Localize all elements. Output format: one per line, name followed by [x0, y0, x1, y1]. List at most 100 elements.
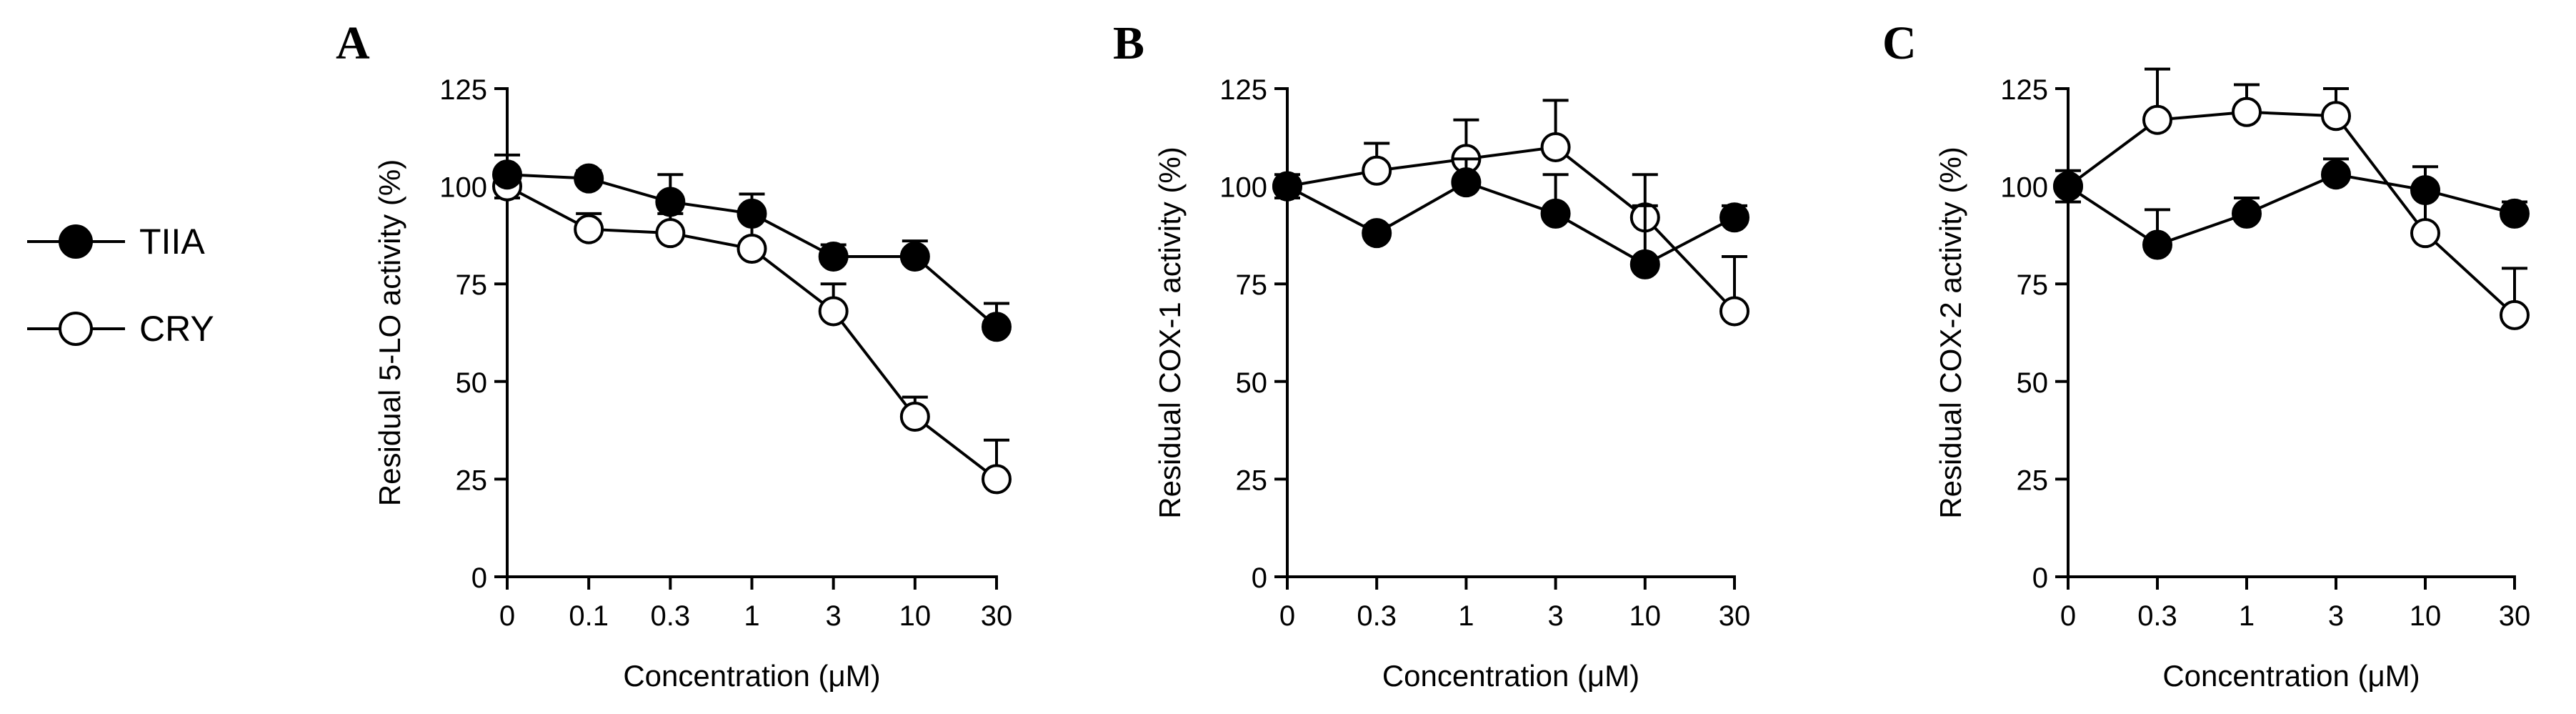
- series-cry: [492, 171, 1012, 495]
- data-point: [1540, 198, 1571, 229]
- y-tick-label: 50: [2017, 367, 2049, 399]
- series-line-tiia: [2067, 173, 2515, 247]
- data-point: [2321, 101, 2351, 132]
- series-tiia: [492, 153, 1012, 342]
- x-tick-label: 10: [2410, 600, 2442, 632]
- y-tick-label: 75: [2017, 269, 2049, 301]
- data-point: [1272, 171, 1302, 202]
- x-axis-title: Concentration (μM): [2162, 659, 2420, 693]
- y-tick-label: 25: [2017, 465, 2049, 496]
- legend-marker-cry: [59, 312, 93, 346]
- y-tick-label: 100: [439, 172, 487, 204]
- series-line-cry: [1287, 145, 1736, 312]
- y-tick-label: 75: [456, 269, 488, 301]
- y-tick-label: 25: [456, 465, 488, 496]
- data-point: [737, 234, 767, 264]
- x-tick-label: 30: [2499, 600, 2531, 632]
- series-line-cry: [2067, 110, 2516, 317]
- x-tick-label: 1: [744, 600, 759, 632]
- data-point: [2232, 198, 2262, 229]
- data-point: [1629, 249, 1660, 279]
- x-tick-label: 10: [1629, 600, 1662, 632]
- x-tick-label: 0.1: [569, 600, 609, 632]
- series-cry: [2053, 67, 2530, 330]
- y-tick-label: 125: [439, 74, 487, 106]
- data-point: [2410, 175, 2440, 206]
- data-point: [2500, 198, 2530, 229]
- data-point: [818, 296, 849, 327]
- series-cry: [1272, 99, 1749, 327]
- x-tick-label: 0: [1279, 600, 1295, 632]
- x-tick-label: 0: [2060, 600, 2076, 632]
- data-point: [2321, 159, 2351, 190]
- data-point: [2142, 104, 2172, 135]
- data-point: [1719, 296, 1749, 327]
- y-tick-label: 75: [1236, 269, 1268, 301]
- data-point: [737, 198, 767, 229]
- legend-label-cry: CRY: [139, 309, 214, 349]
- series-tiia: [2053, 157, 2530, 260]
- x-tick-label: 1: [2239, 600, 2255, 632]
- data-point: [492, 159, 522, 190]
- data-point: [655, 187, 686, 217]
- data-point: [2500, 299, 2530, 330]
- series-line-tiia: [1287, 180, 1735, 267]
- data-point: [2142, 229, 2172, 260]
- legend-marker-tiia: [59, 224, 93, 259]
- x-tick-label: 0.3: [1357, 600, 1397, 632]
- y-tick-label: 125: [1219, 74, 1267, 106]
- data-point: [982, 312, 1012, 342]
- y-tick-label: 25: [1236, 465, 1268, 496]
- panel-letter: C: [1882, 17, 1917, 69]
- data-point: [1719, 202, 1749, 233]
- x-tick-label: 3: [2328, 600, 2344, 632]
- data-point: [1362, 218, 1392, 249]
- x-tick-label: 3: [826, 600, 842, 632]
- x-tick-label: 3: [1547, 600, 1563, 632]
- legend-item-tiia: TIIA: [27, 222, 205, 262]
- data-point: [899, 401, 930, 432]
- y-tick-label: 50: [1236, 367, 1268, 399]
- data-point: [1540, 132, 1571, 162]
- y-axis-title: Residual COX-1 activity (%): [1153, 147, 1187, 518]
- data-point: [818, 241, 849, 272]
- x-tick-label: 10: [899, 600, 932, 632]
- legend-label-tiia: TIIA: [139, 222, 205, 262]
- data-point: [655, 218, 686, 249]
- y-tick-label: 125: [2000, 74, 2048, 106]
- y-tick-label: 100: [1219, 172, 1267, 204]
- data-point: [2053, 171, 2083, 202]
- legend-item-cry: CRY: [27, 309, 214, 349]
- data-point: [2410, 218, 2440, 249]
- y-tick-label: 50: [456, 367, 488, 399]
- data-point: [982, 464, 1012, 495]
- data-point: [1362, 155, 1392, 186]
- data-point: [574, 214, 604, 244]
- series-tiia: [1272, 157, 1749, 279]
- data-point: [2232, 96, 2262, 127]
- x-axis-title: Concentration (μM): [1382, 659, 1639, 693]
- y-axis-title: Residual COX-2 activity (%): [1934, 147, 1967, 518]
- legend: TIIA CRY: [27, 222, 214, 349]
- y-tick-label: 100: [2000, 172, 2048, 204]
- x-tick-label: 0.3: [651, 600, 691, 632]
- data-point: [1451, 167, 1482, 198]
- data-point: [899, 241, 930, 272]
- data-point: [574, 163, 604, 194]
- y-axis-title: Residual 5-LO activity (%): [373, 159, 406, 506]
- panel-b: B 0 25 50 75 100 125 0 0.3 1 3 10 30 Concentration (μ…: [1113, 17, 1750, 693]
- x-tick-label: 0.3: [2137, 600, 2177, 632]
- y-tick-label: 0: [471, 562, 487, 594]
- x-tick-label: 1: [1458, 600, 1474, 632]
- panel-letter: B: [1113, 17, 1144, 69]
- panel-letter: A: [336, 17, 370, 69]
- x-tick-label: 30: [981, 600, 1013, 632]
- x-tick-label: 30: [1719, 600, 1751, 632]
- x-tick-label: 0: [499, 600, 515, 632]
- x-axis-title: Concentration (μM): [623, 659, 880, 693]
- y-tick-label: 0: [2032, 562, 2048, 594]
- y-tick-label: 0: [1252, 562, 1267, 594]
- panel-c: C 0 25 50 75 100 125 0 0.3 1 3 10 30 Concentration (μ…: [1882, 17, 2530, 693]
- panel-a: A 0 25 50 75 100 125 0 0.1 0.3 1 3 10 30 Concentration…: [336, 17, 1012, 693]
